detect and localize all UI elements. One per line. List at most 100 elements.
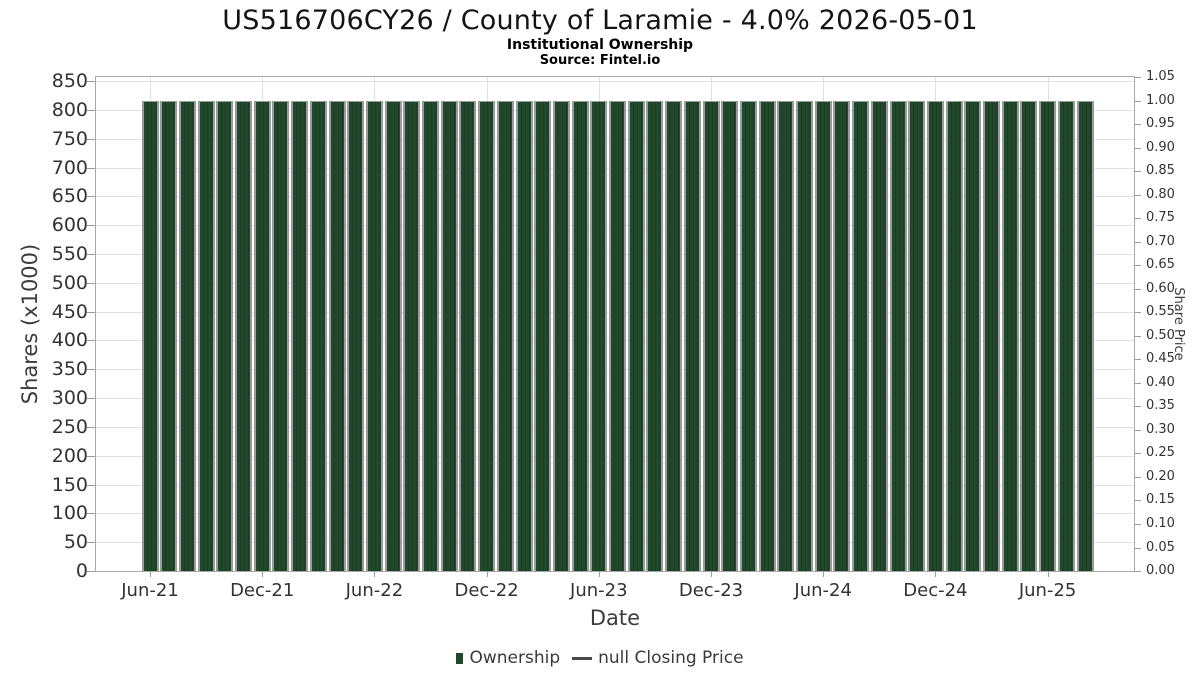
ownership-bar [347, 101, 365, 571]
right-axis-tick-label: 0.95 [1146, 116, 1175, 131]
left-axis-tick-label: 650 [51, 185, 88, 208]
right-axis-tick [1135, 335, 1141, 337]
ownership-bar [1001, 101, 1019, 571]
right-axis-tick [1135, 406, 1141, 408]
chart-title: US516706CY26 / County of Laramie - 4.0% … [222, 5, 978, 36]
x-axis-tick-label: Jun-25 [1018, 580, 1077, 601]
left-axis-tick [87, 426, 95, 428]
left-axis-tick [87, 167, 95, 169]
left-axis-tick-label: 0 [75, 560, 88, 582]
right-axis-tick-label: 1.00 [1146, 92, 1175, 108]
right-axis-tick-label: 0.50 [1146, 327, 1175, 343]
right-axis-tick [1135, 500, 1141, 502]
right-axis-tick-label: 0.55 [1146, 304, 1175, 320]
right-axis-tick-label: 0.25 [1146, 445, 1175, 461]
right-axis-tick-label: 0.65 [1146, 257, 1175, 273]
ownership-bar [178, 101, 196, 571]
ownership-bar [1057, 101, 1075, 571]
legend-label: Ownership [469, 648, 561, 668]
ownership-bar [478, 101, 496, 571]
right-axis-tick [1135, 382, 1141, 384]
ownership-bar [646, 101, 664, 571]
ownership-bar [552, 101, 570, 571]
right-axis-tick [1135, 124, 1141, 125]
right-axis-tick-label: 0.85 [1146, 163, 1175, 179]
left-axis-tick [87, 455, 95, 457]
gridline-horizontal [96, 81, 1134, 82]
right-axis-tick [1135, 312, 1141, 314]
ownership-bar [665, 101, 683, 571]
ownership-bar [365, 101, 383, 571]
ownership-bar [908, 101, 926, 571]
ownership-bar [590, 101, 608, 571]
right-axis-tick [1135, 288, 1141, 290]
ownership-bar [291, 101, 309, 571]
right-axis-tick-label: 0.70 [1146, 233, 1175, 249]
left-axis-tick-label: 450 [51, 300, 88, 323]
x-axis-tick [374, 572, 376, 577]
left-axis-tick-label: 100 [51, 502, 88, 525]
right-axis-tick [1135, 241, 1141, 243]
chart-source: Source: Fintel.io [539, 53, 661, 68]
x-axis-tick [823, 572, 825, 577]
right-axis-tick [1135, 171, 1141, 173]
right-axis-tick [1135, 429, 1141, 431]
left-axis-tick-label: 800 [51, 98, 88, 121]
x-axis-tick-label: Jun-23 [570, 580, 628, 601]
ownership-bar [777, 101, 795, 571]
right-axis-tick-label: 0.80 [1146, 186, 1175, 202]
ownership-bar [964, 101, 982, 571]
ownership-bar [609, 101, 626, 571]
ownership-bar [309, 101, 327, 571]
right-axis-tick-label: 0.00 [1146, 563, 1175, 578]
ownership-bar [1020, 101, 1038, 571]
left-axis-tick [87, 311, 95, 313]
ownership-bar [253, 101, 271, 571]
left-axis-tick [87, 138, 95, 140]
right-axis-tick-label: 0.75 [1146, 210, 1175, 226]
left-axis-tick-label: 400 [51, 329, 88, 352]
left-axis-tick [87, 253, 95, 255]
left-axis-tick [87, 81, 95, 82]
chart-subtitle: Institutional Ownership [506, 37, 694, 53]
ownership-bar [571, 101, 589, 571]
legend-item-null-closing-price: null Closing Price [572, 648, 744, 668]
right-axis-tick [1135, 524, 1141, 525]
ownership-bar [758, 101, 776, 571]
ownership-bar [1039, 101, 1057, 571]
ownership-bar [852, 101, 870, 571]
left-axis-tick [87, 196, 95, 198]
left-axis-tick [87, 484, 95, 486]
right-axis-tick-label: 0.35 [1146, 398, 1175, 414]
left-axis-tick [87, 109, 95, 111]
right-axis-tick-label: 0.90 [1146, 139, 1175, 155]
ownership-bar [403, 101, 421, 571]
left-axis-tick-label: 250 [51, 415, 88, 438]
ownership-bar [235, 101, 252, 571]
x-axis-tick-label: Dec-24 [903, 580, 968, 601]
right-axis-tick [1135, 359, 1141, 361]
x-axis-tick [711, 572, 712, 577]
ownership-bar [702, 101, 720, 571]
left-axis-tick [87, 282, 95, 284]
x-axis-tick [262, 572, 264, 577]
x-axis-tick [150, 572, 151, 577]
left-axis-tick-label: 850 [51, 70, 88, 92]
right-axis-tick [1135, 453, 1141, 455]
ownership-bar [627, 101, 645, 571]
left-axis-tick-label: 750 [51, 127, 88, 150]
right-axis-tick [1135, 100, 1141, 102]
ownership-bar [160, 101, 178, 571]
x-axis-tick-label: Dec-23 [678, 580, 744, 601]
x-axis-tick [1047, 572, 1049, 577]
right-axis-tick [1135, 476, 1141, 478]
ownership-bar [814, 101, 832, 571]
ownership-bar [459, 101, 477, 571]
x-axis-tick-label: Jun-22 [345, 580, 404, 601]
x-axis-tick-label: Dec-22 [454, 580, 519, 601]
left-axis-tick [87, 340, 95, 342]
x-axis-tick [486, 572, 488, 577]
right-axis-tick-label: 0.05 [1146, 539, 1175, 555]
ownership-bar [384, 101, 402, 571]
ownership-bar [515, 101, 533, 571]
